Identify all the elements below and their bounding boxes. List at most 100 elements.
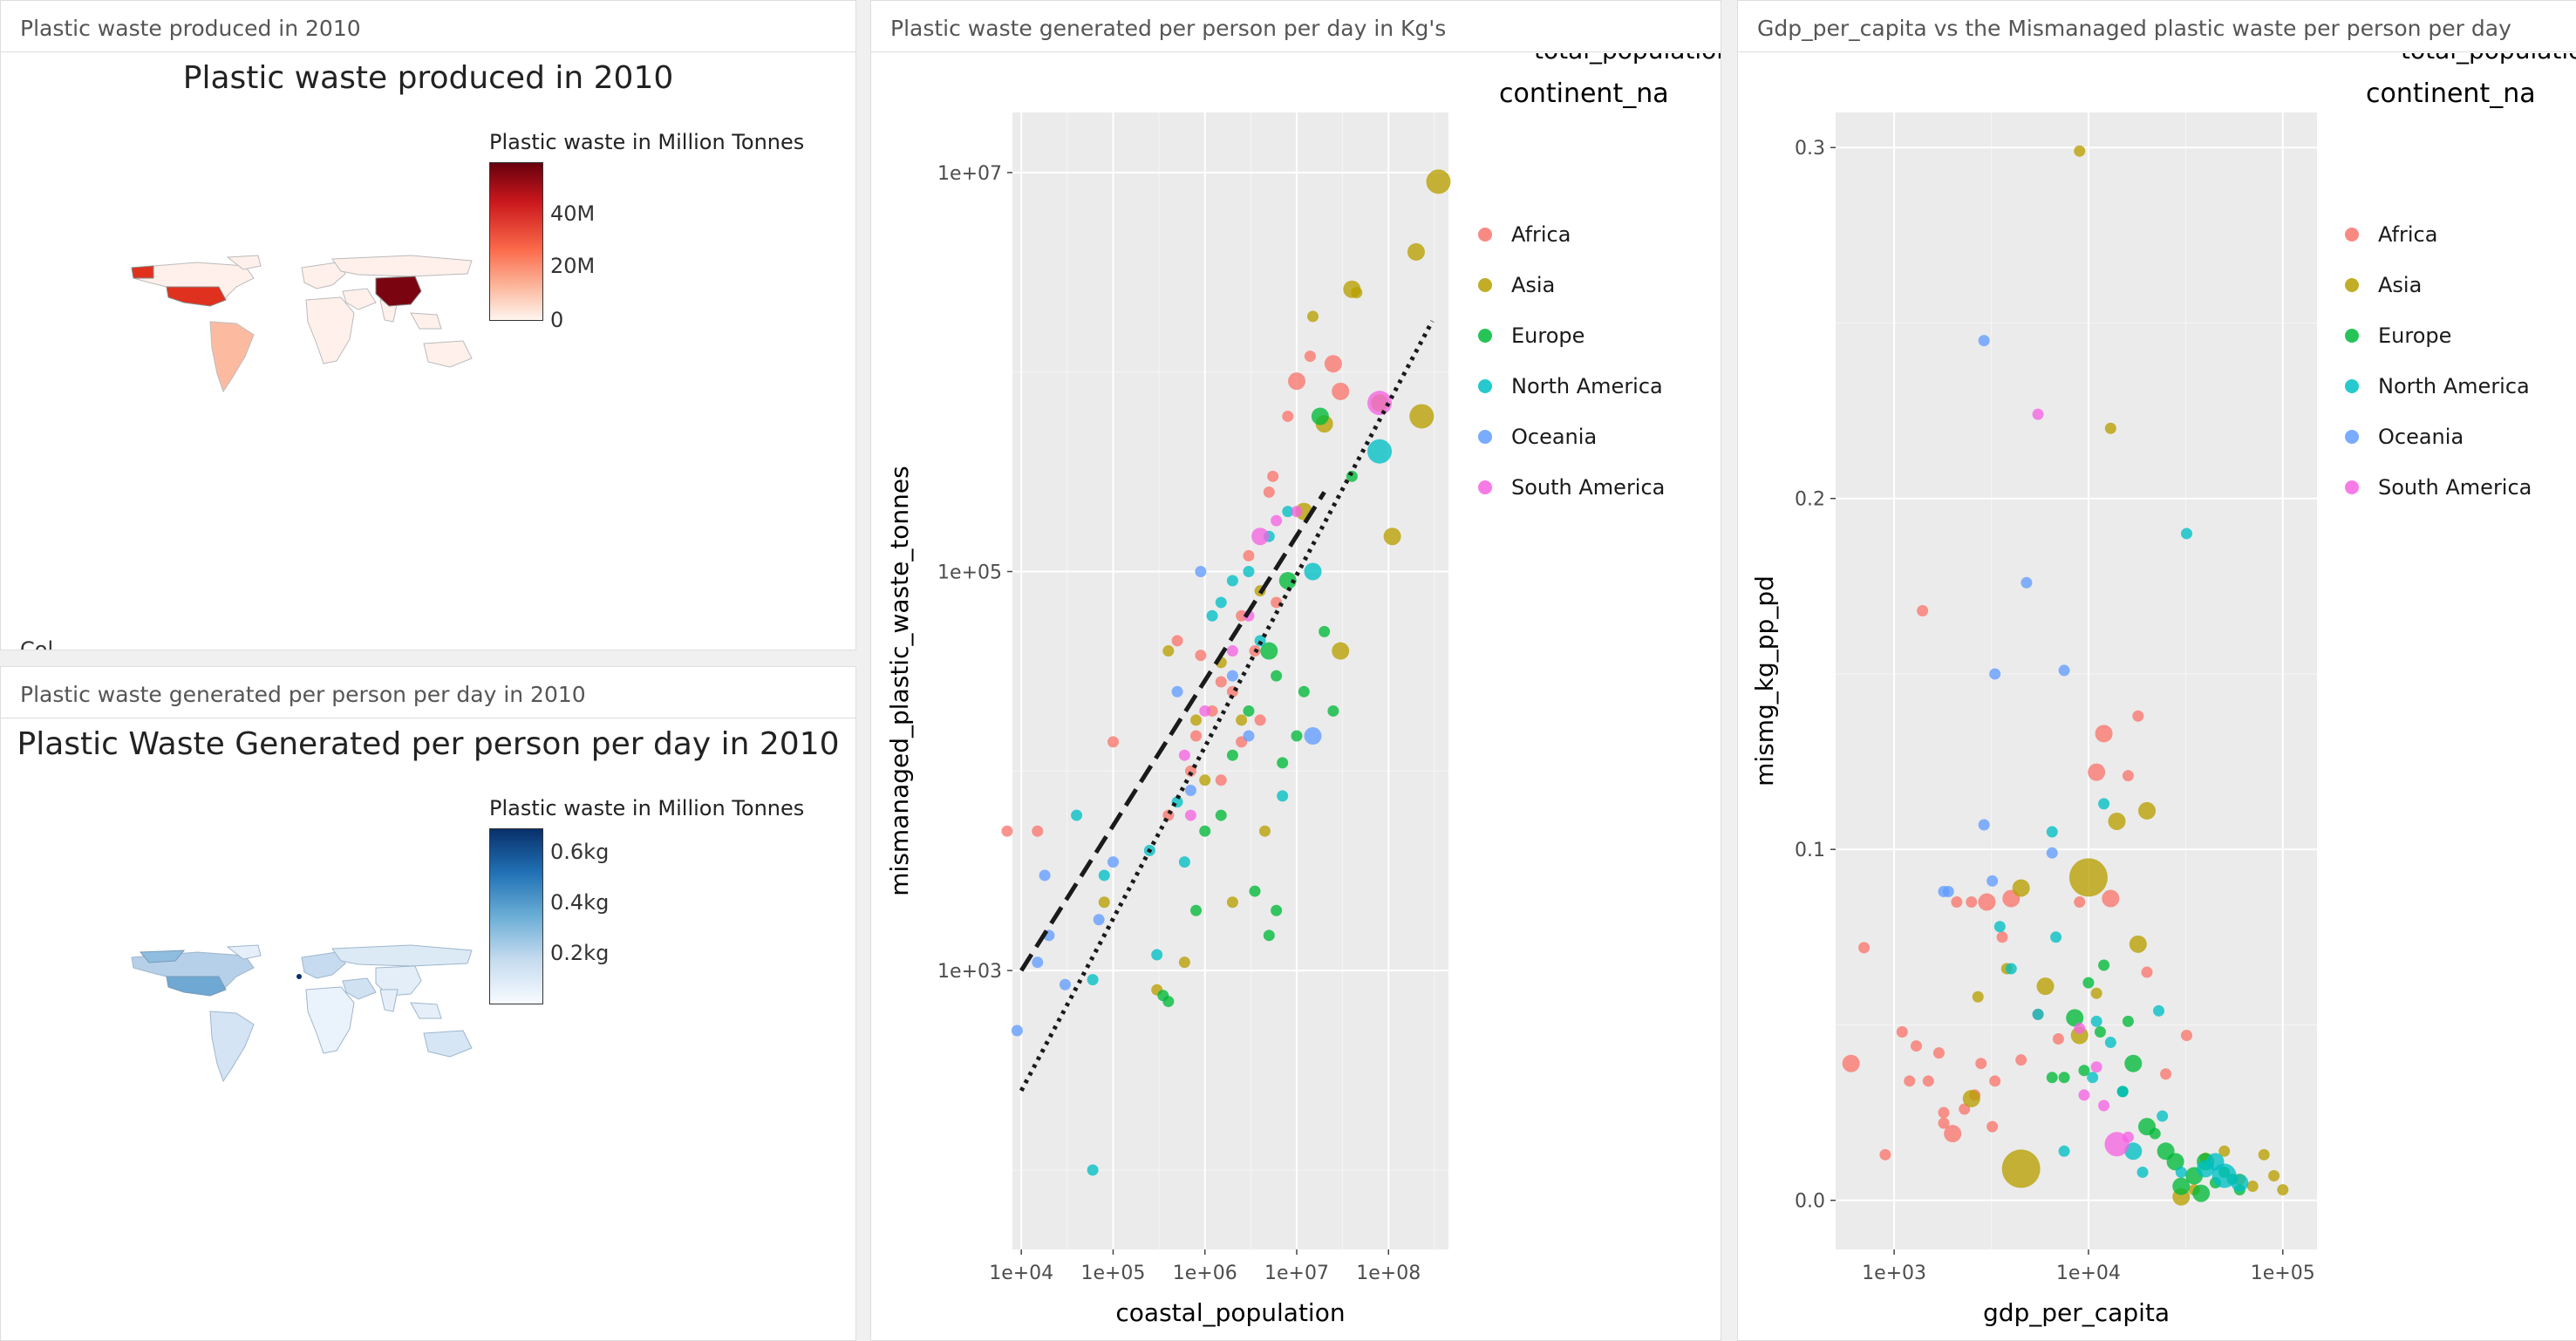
data-point-asia [1199, 774, 1211, 786]
data-point-europe [2046, 1072, 2058, 1084]
y-tick-label: 0.3 [1795, 138, 1825, 160]
data-point-asia [1972, 990, 1984, 1003]
legend-key [1478, 228, 1492, 242]
data-point-europe [1263, 929, 1275, 942]
data-point-africa [1001, 825, 1013, 837]
map-usa [166, 976, 227, 997]
legend-label: Oceania [2378, 425, 2464, 449]
data-point-europe [2166, 1153, 2184, 1171]
data-point-africa [1996, 931, 2008, 943]
map-greenland [226, 944, 262, 960]
legend-label: North America [1511, 374, 1663, 398]
data-point-oceania [1032, 956, 1044, 969]
data-point-asia [2129, 935, 2147, 953]
scatter-panel-gdp: Gdp_per_capita vs the Mismanaged plastic… [1737, 0, 2576, 1341]
legend-label: Oceania [1511, 425, 1597, 449]
data-point-oceania [1195, 566, 1207, 578]
data-point-africa [2160, 1068, 2172, 1080]
map-africa [305, 986, 355, 1054]
data-point-north-america [1993, 921, 2006, 933]
data-point-africa [1910, 1040, 1922, 1052]
data-point-asia [1332, 642, 1350, 660]
panel-header: Plastic waste generated per person per d… [1, 667, 855, 718]
data-point-south-america [1291, 506, 1303, 518]
data-point-north-america [2098, 798, 2110, 810]
data-point-africa [1944, 1125, 1962, 1143]
data-point-oceania [1184, 784, 1196, 796]
data-point-south-america [2078, 1089, 2090, 1101]
y-tick-label: 0.2 [1795, 489, 1825, 511]
y-axis-title: mismg_kg_pp_pd [1750, 575, 1779, 786]
data-point-south-america [1184, 809, 1196, 821]
data-point-oceania [2046, 847, 2058, 859]
data-point-africa [2180, 1029, 2192, 1041]
data-point-north-america [1098, 869, 1110, 882]
legend-key [2345, 379, 2359, 393]
scatter-chart-gdp[interactable]: 1e+03 1e+04 1e+05 0.0 0.1 0.2 0.3 gdp_per_capit… [1738, 53, 2576, 1340]
data-point-africa [1987, 1120, 1999, 1133]
data-point-asia [1190, 714, 1203, 726]
data-point-africa [1938, 1117, 1950, 1129]
data-point-south-america [1251, 528, 1270, 546]
data-point-asia [2104, 422, 2116, 434]
data-point-asia [2268, 1169, 2280, 1181]
map-panel-per-person: Plastic waste generated per person per d… [0, 666, 856, 1341]
colorbar-label: 0.2kg [550, 941, 610, 965]
data-point-north-america [1304, 562, 1322, 581]
plot-background [1836, 112, 2317, 1249]
map-australia [423, 1030, 473, 1058]
x-tick-label: 1e+07 [1264, 1263, 1329, 1284]
data-point-north-america [2153, 1004, 2165, 1017]
data-point-oceania [1978, 819, 1990, 831]
legend-label: Asia [1511, 273, 1555, 297]
world-map[interactable] [114, 942, 498, 1090]
data-point-africa [1975, 1058, 1987, 1070]
data-point-africa [1917, 605, 1929, 617]
data-point-asia [2138, 801, 2157, 820]
data-point-north-america [2104, 1037, 2116, 1049]
colorbar [489, 162, 543, 321]
panel-header: Gdp_per_capita vs the Mismanaged plastic… [1738, 1, 2576, 52]
data-point-north-america [2231, 1174, 2249, 1192]
data-point-asia [1409, 404, 1435, 429]
x-axis-title: coastal_population [1115, 1298, 1345, 1327]
data-point-asia [1962, 1089, 1980, 1107]
map-usa [166, 286, 227, 307]
colorbar-label: 0.6kg [550, 840, 610, 864]
data-point-africa [2141, 966, 2153, 978]
data-point-europe [2098, 959, 2110, 971]
data-point-asia [2246, 1181, 2259, 1193]
data-point-africa [1332, 382, 1350, 400]
scatter-chart-coastal[interactable]: 1e+04 1e+05 1e+06 1e+07 1e+08 1e+03 1e+05 1e+07… [871, 53, 1721, 1340]
world-map[interactable] [114, 252, 498, 400]
data-point-africa [1243, 549, 1255, 562]
data-point-oceania [1039, 869, 1051, 882]
colorbar-title: Plastic waste in Million Tonnes [489, 130, 805, 154]
legend-key [2345, 228, 2359, 242]
colorbar-label: 0 [550, 308, 564, 332]
data-point-africa [2122, 770, 2134, 782]
x-tick-label: 1e+05 [2251, 1263, 2315, 1284]
data-point-asia [2090, 987, 2102, 999]
colorbar [489, 828, 543, 1004]
data-point-south-america [2098, 1099, 2110, 1112]
data-point-asia [2036, 977, 2055, 996]
data-point-europe [2058, 1072, 2070, 1084]
data-point-africa [2095, 725, 2113, 743]
data-point-africa [1195, 650, 1207, 662]
map-india [379, 989, 399, 1012]
data-point-north-america [1206, 609, 1218, 622]
data-point-asia [2277, 1184, 2289, 1196]
data-point-europe [1278, 571, 1297, 589]
data-point-europe [2122, 1015, 2134, 1027]
data-point-africa [1324, 355, 1342, 373]
data-point-oceania [1093, 914, 1105, 926]
data-point-north-america [2124, 1142, 2143, 1161]
data-point-europe [2094, 1025, 2106, 1038]
data-point-africa [1190, 730, 1203, 742]
data-point-europe [1291, 730, 1303, 742]
y-tick-label: 1e+05 [937, 562, 1002, 584]
data-point-africa [2102, 889, 2120, 908]
map-greenland [226, 255, 262, 270]
data-point-asia [1098, 896, 1110, 909]
